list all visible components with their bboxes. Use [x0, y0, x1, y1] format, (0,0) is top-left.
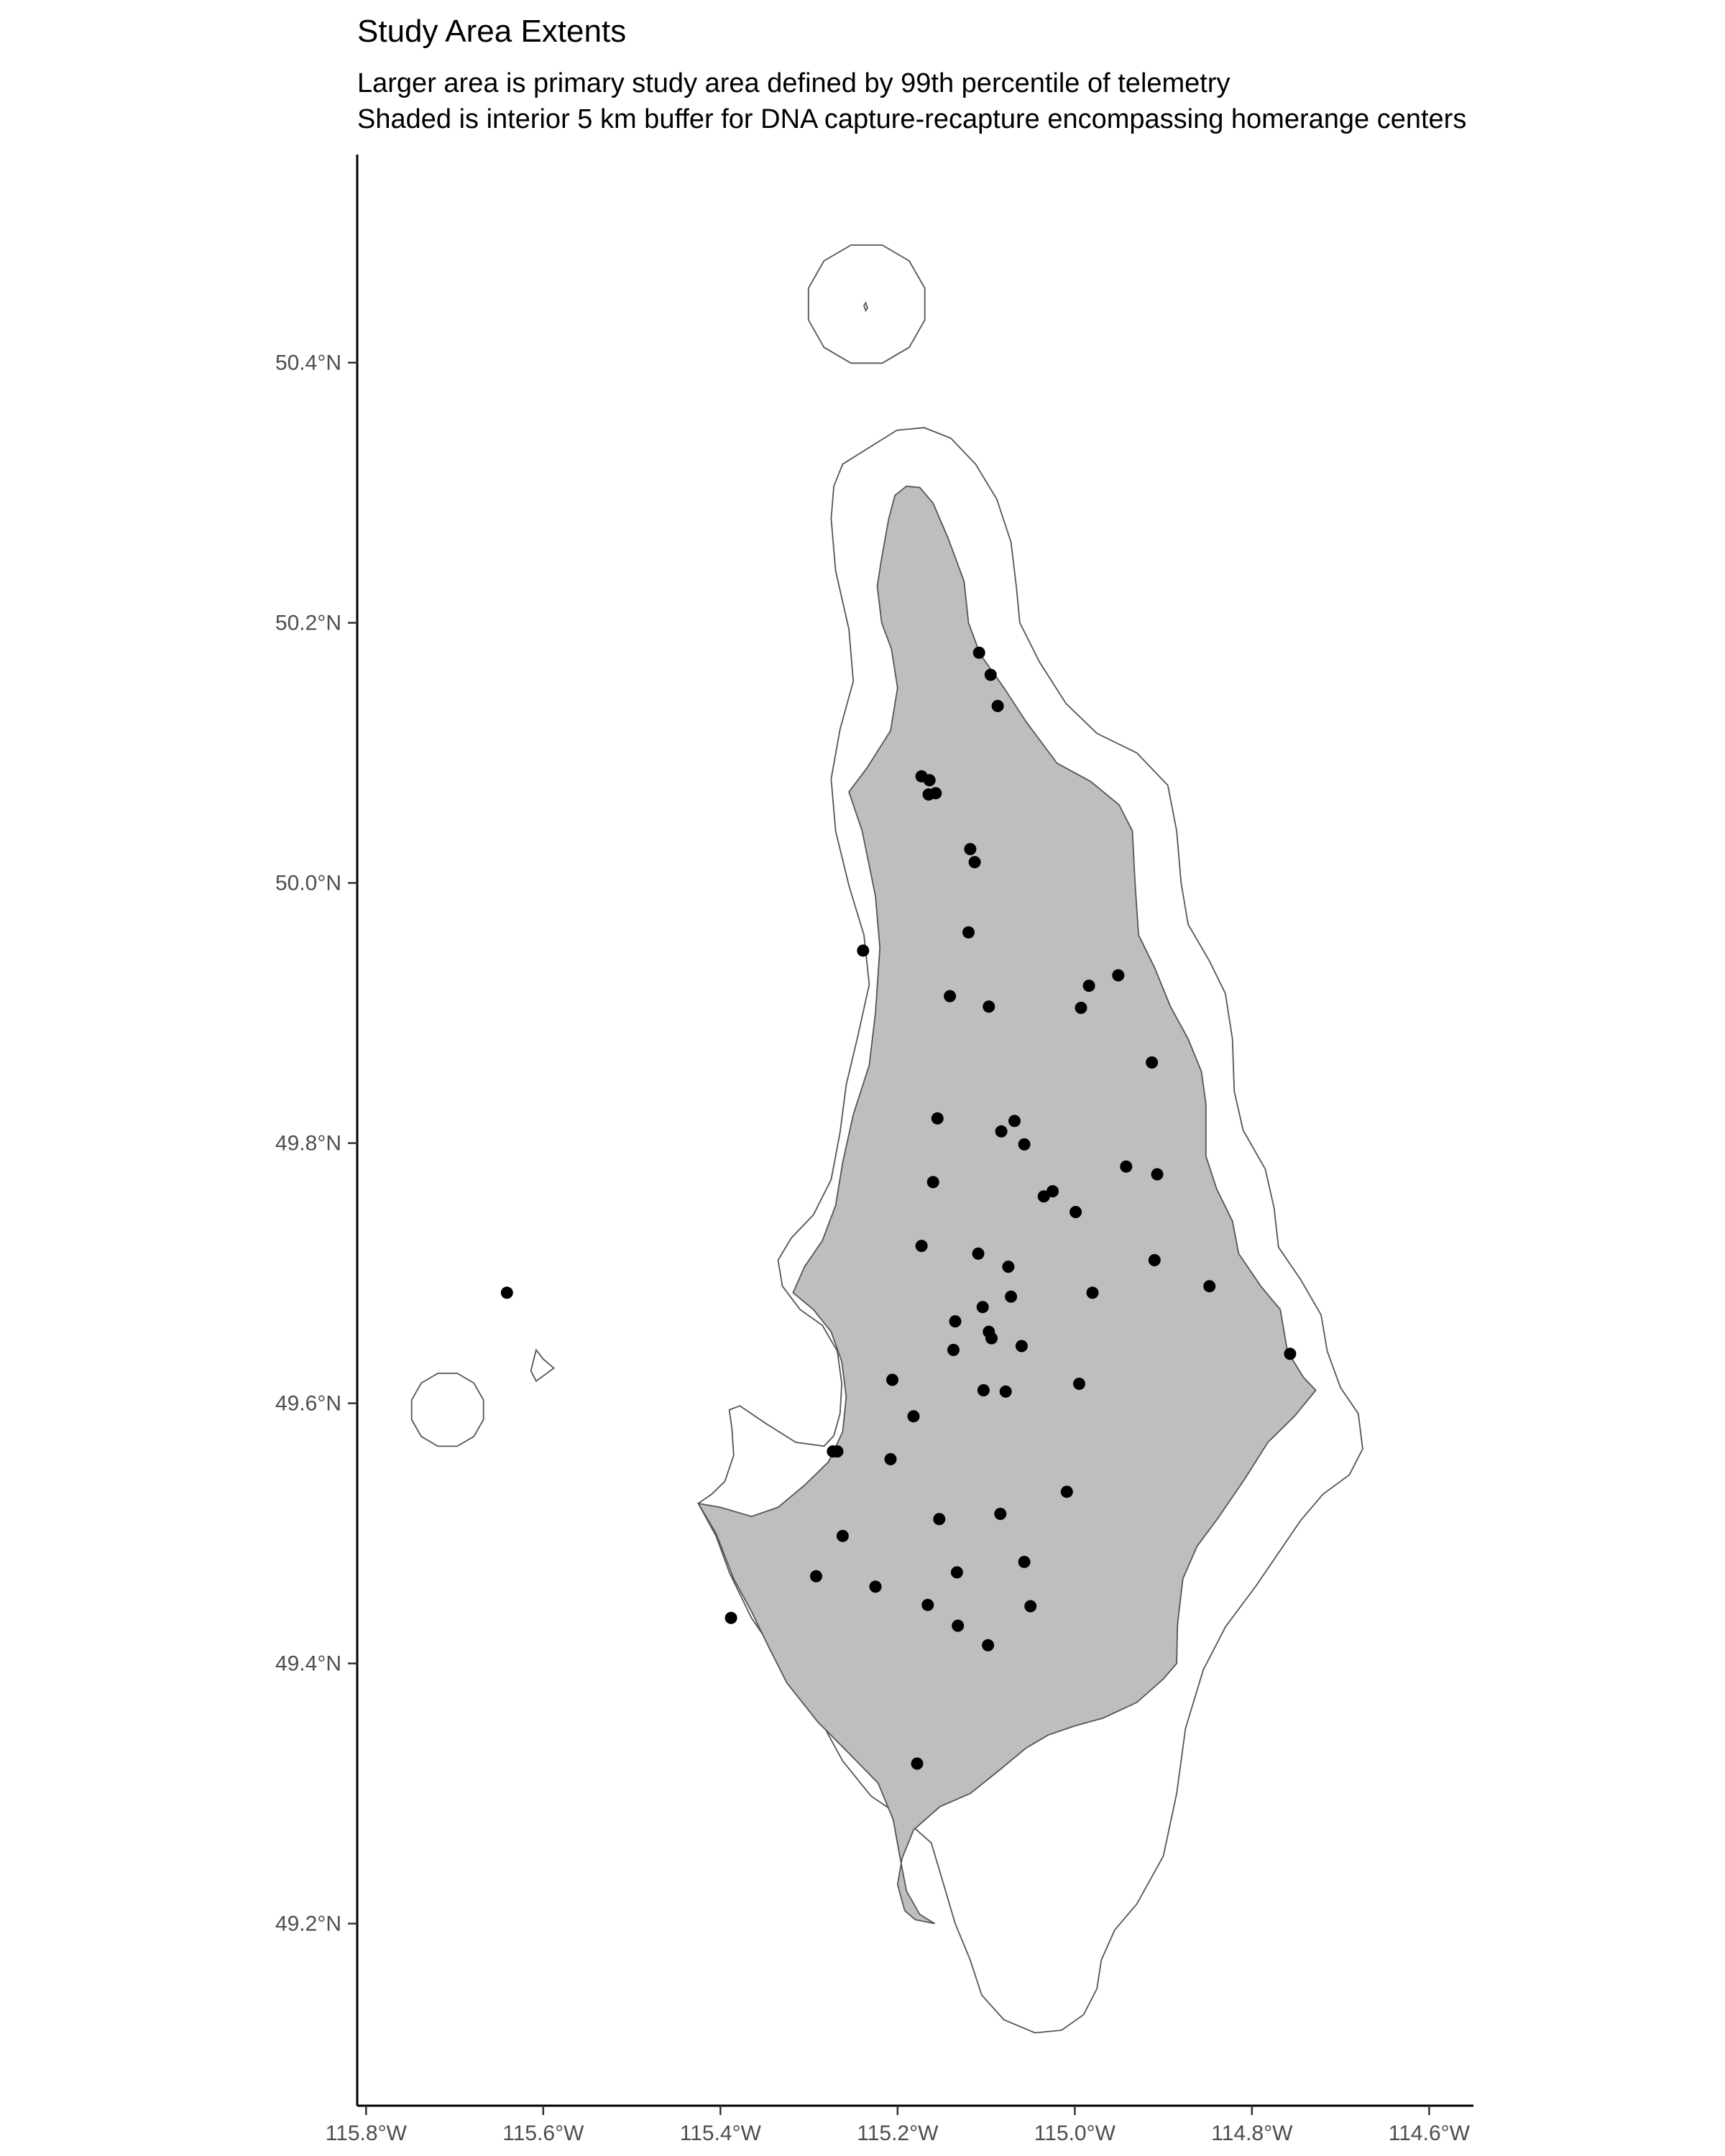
homerange-center-point: [994, 1508, 1007, 1520]
homerange-center-point: [984, 668, 997, 681]
homerange-center-point: [1005, 1290, 1018, 1303]
y-tick-label: 49.4°N: [275, 1652, 341, 1676]
homerange-center-point: [947, 1343, 960, 1356]
homerange-center-point: [972, 1247, 985, 1260]
x-tick-label: 115.0°W: [1034, 2122, 1116, 2145]
axes: 115.8°W 115.6°W 115.4°W 115.2°W 115.0°W 114.8…: [275, 155, 1473, 2145]
homerange-center-point: [1082, 980, 1095, 992]
x-tick-label: 115.8°W: [326, 2122, 408, 2145]
homerange-center-point: [922, 788, 935, 801]
homerange-center-point: [995, 1125, 1008, 1138]
homerange-center-point: [1086, 1286, 1099, 1299]
homerange-center-point: [933, 1513, 946, 1526]
homerange-center-point: [915, 1240, 928, 1253]
homerange-center-point: [911, 1757, 924, 1770]
homerange-center-point: [1037, 1190, 1050, 1203]
homerange-center-point: [931, 1112, 944, 1125]
homerange-center-point: [1203, 1280, 1216, 1293]
homerange-center-point: [500, 1286, 513, 1299]
homerange-center-point: [857, 944, 870, 957]
homerange-center-point: [944, 990, 957, 1003]
homerange-center-point: [1002, 1261, 1015, 1273]
homerange-center-point: [1018, 1138, 1031, 1151]
y-tick-label: 49.2°N: [275, 1912, 341, 1936]
x-tick-label: 114.8°W: [1211, 2122, 1293, 2145]
homerange-center-point: [977, 1384, 990, 1396]
x-tick-label: 114.6°W: [1389, 2122, 1471, 2145]
homerange-center-point: [1060, 1485, 1073, 1498]
homerange-center-point: [884, 1452, 897, 1465]
homerange-center-point: [1151, 1168, 1164, 1181]
outlying-area-3: [530, 1348, 556, 1383]
capture-buffer-area: [696, 485, 1317, 1925]
homerange-center-point: [962, 926, 975, 939]
homerange-center-point: [976, 1301, 989, 1314]
homerange-center-point: [985, 1332, 998, 1345]
homerange-center-point: [952, 1619, 965, 1632]
y-tick-label: 50.0°N: [275, 872, 341, 895]
homerange-center-point: [982, 1639, 995, 1651]
homerange-center-point: [1046, 1185, 1059, 1198]
y-tick-label: 50.2°N: [275, 612, 341, 635]
chart-subtitle-line-2: Shaded is interior 5 km buffer for DNA c…: [357, 104, 1466, 134]
homerange-center-point: [869, 1580, 882, 1593]
homerange-center-point: [886, 1373, 898, 1386]
x-tick-label: 115.4°W: [680, 2122, 762, 2145]
chart-subtitle-line-1: Larger area is primary study area define…: [357, 68, 1230, 98]
x-tick-label: 115.6°W: [502, 2122, 584, 2145]
chart-title: Study Area Extents: [357, 14, 626, 49]
homerange-center-point: [983, 1000, 995, 1013]
homerange-center-point: [1146, 1056, 1159, 1069]
outlying-area-4: [863, 301, 868, 313]
homerange-center-point: [972, 646, 985, 659]
y-axis-ticks: 49.2°N 49.4°N 49.6°N 49.8°N 50.0°N 50.2°N 50.4…: [275, 351, 357, 1936]
y-tick-label: 49.6°N: [275, 1392, 341, 1416]
homerange-center-point: [926, 1176, 939, 1189]
y-tick-label: 49.8°N: [275, 1132, 341, 1156]
homerange-center-point: [921, 1598, 934, 1611]
homerange-center-point: [1075, 1001, 1087, 1014]
homerange-center-point: [1073, 1378, 1085, 1390]
homerange-center-point: [1008, 1115, 1021, 1128]
homerange-center-point: [999, 1385, 1012, 1398]
homerange-center-point: [1120, 1160, 1133, 1173]
homerange-center-point: [1284, 1348, 1297, 1360]
homerange-center-point: [1024, 1600, 1037, 1613]
homerange-center-point: [831, 1445, 844, 1458]
homerange-center-point: [810, 1570, 822, 1583]
x-tick-label: 115.2°W: [857, 2122, 939, 2145]
homerange-center-point: [1148, 1254, 1161, 1266]
plot-area: [410, 244, 1363, 2034]
homerange-center-point: [991, 699, 1004, 712]
outlying-area-2: [410, 1373, 484, 1447]
y-tick-label: 50.4°N: [275, 351, 341, 375]
homerange-center-point: [1070, 1206, 1082, 1218]
x-axis-ticks: 115.8°W 115.6°W 115.4°W 115.2°W 115.0°W 114.8…: [326, 2106, 1471, 2145]
homerange-center-point: [907, 1410, 920, 1423]
homerange-center-point: [950, 1566, 963, 1579]
homerange-center-point: [836, 1529, 849, 1542]
homerange-center-point: [923, 774, 936, 787]
homerange-center-point: [1018, 1555, 1031, 1568]
area-layer: [410, 244, 1363, 2034]
homerange-center-point: [949, 1315, 962, 1328]
homerange-center-point: [724, 1611, 737, 1624]
homerange-center-point: [968, 856, 981, 869]
homerange-center-point: [1015, 1340, 1028, 1353]
point-layer: [500, 646, 1297, 1770]
homerange-center-point: [964, 843, 977, 855]
homerange-center-point: [1112, 969, 1125, 982]
